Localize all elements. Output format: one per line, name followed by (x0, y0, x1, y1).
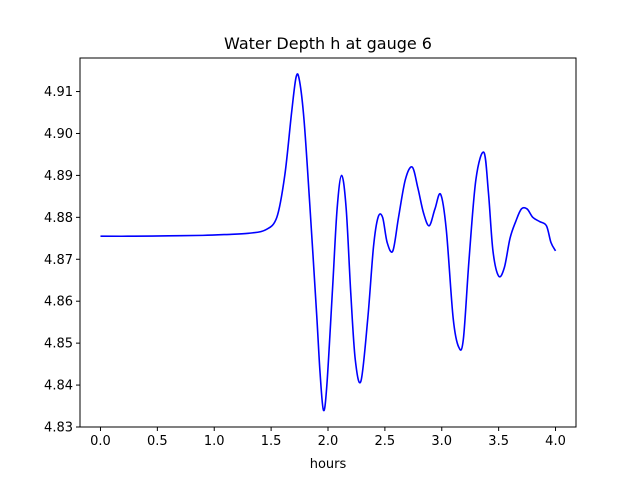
x-tick-label: 1.5 (261, 434, 282, 449)
x-tick-label: 2.0 (318, 434, 339, 449)
y-tick-label: 4.85 (44, 337, 73, 352)
y-tick-label: 4.84 (44, 379, 73, 394)
x-axis: 0.0 0.5 1.0 1.5 2.0 2.5 3.0 3.5 4.0 (90, 427, 566, 449)
x-tick-label: 0.0 (90, 434, 111, 449)
x-tick-label: 4.0 (545, 434, 566, 449)
y-tick-label: 4.91 (44, 85, 73, 100)
x-axis-label: hours (310, 457, 347, 472)
y-axis: 4.83 4.84 4.85 4.86 4.87 4.88 4.89 4.90 4.91 (44, 85, 80, 436)
y-tick-label: 4.86 (44, 295, 73, 310)
y-tick-label: 4.83 (44, 421, 73, 436)
y-tick-label: 4.90 (44, 127, 73, 142)
series-line (100, 73, 557, 412)
chart-title: Water Depth h at gauge 6 (224, 34, 432, 53)
x-tick-label: 1.0 (204, 434, 225, 449)
x-tick-label: 2.5 (375, 434, 396, 449)
x-tick-label: 3.0 (431, 434, 452, 449)
y-tick-label: 4.88 (44, 211, 73, 226)
plot-area (100, 73, 557, 412)
x-tick-label: 0.5 (147, 434, 168, 449)
y-tick-label: 4.89 (44, 169, 73, 184)
x-tick-label: 3.5 (488, 434, 509, 449)
y-tick-label: 4.87 (44, 253, 73, 268)
